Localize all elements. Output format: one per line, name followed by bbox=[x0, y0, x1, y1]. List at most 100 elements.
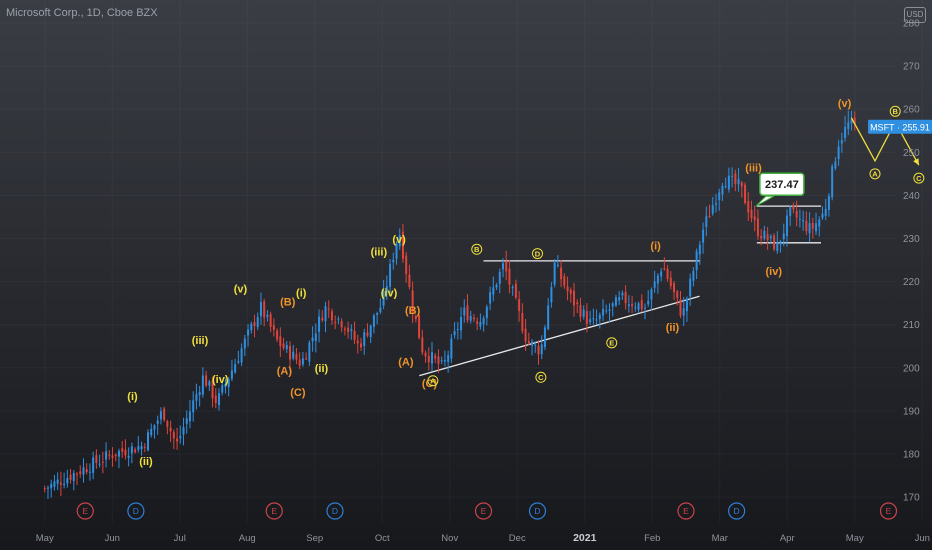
candle-body bbox=[401, 231, 404, 259]
candle-body bbox=[269, 314, 272, 327]
event-marker-text: E bbox=[886, 506, 892, 516]
candle-body bbox=[76, 474, 79, 476]
event-marker bbox=[76, 502, 94, 520]
candle-body bbox=[489, 292, 492, 304]
candle-body bbox=[566, 286, 569, 292]
y-tick-label: 250 bbox=[903, 148, 920, 159]
candle-body bbox=[324, 306, 327, 322]
candle-body bbox=[785, 215, 788, 237]
candle-body bbox=[763, 230, 766, 239]
x-tick-label: Nov bbox=[441, 533, 458, 544]
wave-label: (C) bbox=[290, 387, 306, 399]
candle-body bbox=[834, 161, 837, 169]
wave-label: (A) bbox=[398, 357, 414, 369]
wave-label: (iv) bbox=[212, 374, 229, 386]
candle-body bbox=[621, 292, 624, 296]
candle-body bbox=[547, 305, 550, 329]
candle-body bbox=[556, 264, 559, 266]
candle-body bbox=[485, 306, 488, 318]
candle-body bbox=[360, 343, 363, 348]
circle-label-ring bbox=[532, 248, 543, 260]
candles bbox=[43, 110, 856, 499]
x-tick-label: Jun bbox=[915, 533, 930, 544]
candle-body bbox=[182, 427, 185, 435]
candle-body bbox=[795, 210, 798, 218]
candle-body bbox=[756, 218, 759, 237]
candle-body bbox=[624, 291, 627, 304]
candle-body bbox=[382, 290, 385, 306]
candle-body bbox=[350, 329, 353, 331]
candle-body bbox=[582, 309, 585, 317]
candle-body bbox=[824, 208, 827, 216]
candle-body bbox=[327, 308, 330, 310]
candle-body bbox=[727, 175, 730, 190]
candle-body bbox=[737, 179, 740, 185]
candle-body bbox=[472, 317, 475, 320]
candle-body bbox=[85, 469, 88, 473]
event-marker-text: E bbox=[683, 506, 689, 516]
candle-body bbox=[247, 329, 250, 336]
candle-body bbox=[669, 277, 672, 287]
candle-body bbox=[527, 341, 530, 344]
event-marker bbox=[265, 502, 283, 520]
candle-body bbox=[431, 352, 434, 364]
candle-body bbox=[66, 478, 69, 484]
candle-body bbox=[511, 287, 514, 289]
candle-body bbox=[147, 432, 150, 451]
circle-label-text: B bbox=[474, 245, 480, 254]
candle-body bbox=[682, 308, 685, 316]
candle-body bbox=[185, 418, 188, 424]
candle-body bbox=[337, 318, 340, 320]
candle-body bbox=[214, 395, 217, 403]
candle-body bbox=[598, 314, 601, 320]
candle-body bbox=[88, 471, 91, 473]
y-tick-label: 180 bbox=[903, 450, 920, 461]
candle-body bbox=[143, 446, 146, 448]
candle-body bbox=[456, 328, 459, 330]
wave-label: (iv) bbox=[381, 288, 398, 300]
candle-body bbox=[272, 325, 275, 330]
candle-body bbox=[792, 205, 795, 210]
candle-body bbox=[163, 408, 166, 421]
candle-body bbox=[611, 303, 614, 307]
candle-body bbox=[479, 321, 482, 327]
candle-body bbox=[734, 173, 737, 184]
circle-label-ring bbox=[606, 337, 618, 349]
candle-body bbox=[250, 323, 253, 331]
candle-body bbox=[195, 394, 198, 401]
candle-body bbox=[605, 310, 608, 312]
projection-line bbox=[850, 117, 920, 166]
candle-body bbox=[192, 400, 195, 413]
candle-body bbox=[276, 330, 279, 340]
candle-body bbox=[111, 455, 114, 458]
x-tick-label: May bbox=[36, 533, 54, 544]
candle-body bbox=[537, 345, 540, 355]
candle-body bbox=[798, 218, 801, 220]
candle-body bbox=[653, 281, 656, 288]
candle-body bbox=[353, 330, 356, 341]
candle-body bbox=[256, 317, 259, 328]
y-axis: 170 180 190 200 210 220 230 240 250 260 270 280 bbox=[903, 18, 920, 503]
currency-badge[interactable]: USD bbox=[904, 7, 926, 23]
candle-body bbox=[695, 251, 698, 271]
x-tick-label: Oct bbox=[375, 533, 390, 544]
candle-body bbox=[450, 338, 453, 359]
candle-body bbox=[618, 297, 621, 301]
candle-body bbox=[773, 235, 776, 250]
candle-body bbox=[666, 268, 669, 279]
candle-body bbox=[172, 432, 175, 439]
annotation-value: 237.47 bbox=[765, 179, 799, 191]
last-price-badge bbox=[868, 119, 932, 134]
circle-label-text: C bbox=[916, 174, 922, 183]
y-tick-label: 220 bbox=[903, 277, 920, 288]
candle-body bbox=[127, 455, 130, 458]
candle-body bbox=[117, 450, 120, 457]
y-tick-label: 240 bbox=[903, 191, 920, 202]
candle-body bbox=[673, 283, 676, 293]
candle-body bbox=[140, 445, 143, 450]
candle-body bbox=[650, 289, 653, 300]
triangle-lower bbox=[419, 295, 700, 377]
candle-body bbox=[259, 302, 262, 317]
